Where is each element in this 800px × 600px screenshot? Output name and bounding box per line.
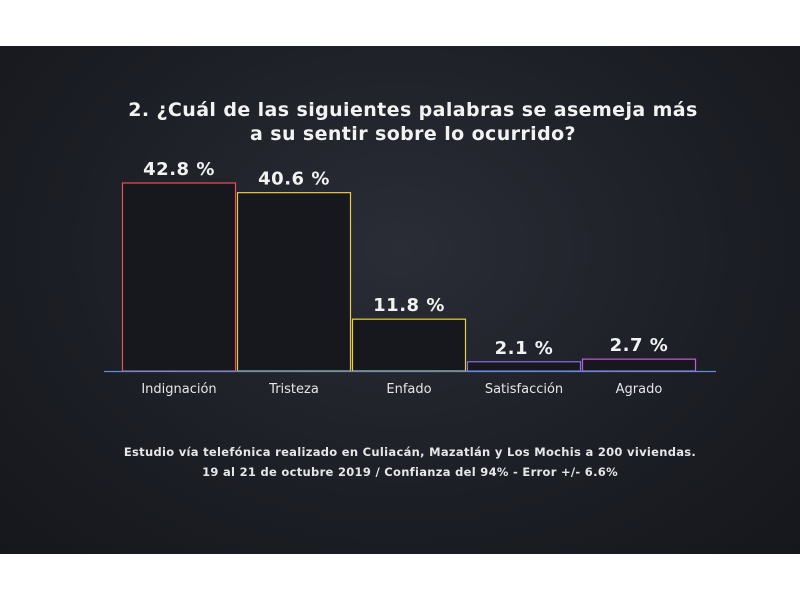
bar-indignación [121, 182, 237, 372]
value-label: 40.6 % [258, 169, 330, 190]
bar-enfado [351, 318, 467, 372]
chart-footer: Estudio vía telefónica realizado en Culi… [0, 442, 800, 482]
bar-tristeza [236, 192, 352, 372]
category-label: Enfado [386, 382, 431, 397]
chart-title-line-2: a su sentir sobre lo ocurrido? [250, 123, 576, 145]
category-label: Agrado [616, 382, 663, 397]
category-label: Satisfacción [485, 382, 563, 397]
footer-study-note: Estudio vía telefónica realizado en Culi… [123, 445, 697, 459]
value-label: 2.1 % [495, 338, 554, 359]
footer-date-confidence: 19 al 21 de octubre 2019 / Confianza del… [202, 465, 618, 479]
chart-title: 2. ¿Cuál de las siguientes palabras se a… [0, 98, 800, 146]
category-label: Indignación [141, 382, 216, 397]
value-label: 2.7 % [610, 335, 669, 356]
category-label: Tristeza [268, 382, 319, 397]
value-label: 42.8 % [143, 159, 215, 180]
value-label: 11.8 % [373, 295, 445, 316]
chart-title-line-1: 2. ¿Cuál de las siguientes palabras se a… [128, 99, 698, 121]
bar-satisfacción [466, 361, 582, 372]
chart-panel: 2. ¿Cuál de las siguientes palabras se a… [0, 46, 800, 554]
bar-chart: 42.8 % Indignación 40.6 % Tristeza 11.8 % Enf… [104, 159, 716, 397]
bar-agrado [581, 358, 697, 372]
